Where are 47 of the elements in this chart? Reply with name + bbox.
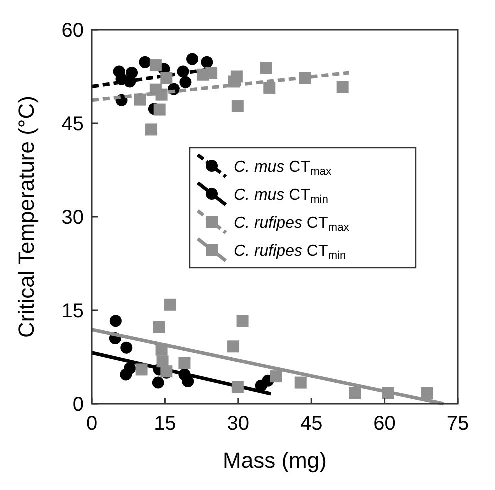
point	[232, 381, 244, 394]
point	[201, 56, 214, 68]
point	[336, 81, 349, 94]
point	[150, 60, 162, 72]
point	[270, 370, 282, 383]
point	[421, 387, 434, 400]
point	[120, 342, 133, 354]
point	[152, 376, 164, 389]
point	[349, 387, 362, 400]
legend-label: C. rufipes CT$_{min}$	[234, 243, 346, 262]
x-tick-label: 15	[154, 413, 176, 435]
point	[110, 315, 122, 328]
point	[228, 340, 240, 353]
point	[154, 104, 166, 116]
x-tick-label: 75	[446, 413, 470, 435]
point	[124, 362, 136, 374]
point	[160, 72, 173, 84]
point	[186, 53, 199, 66]
legend-label: C. mus CT$_{max}$	[234, 159, 332, 178]
point	[230, 70, 243, 83]
x-tick-label: 45	[300, 413, 323, 435]
x-axis-title: Mass (mg)	[223, 448, 327, 473]
x-tick-label: 30	[227, 413, 250, 435]
legend-label: C. rufipes CT$_{max}$	[234, 215, 350, 234]
x-tick-label: 60	[374, 413, 396, 435]
point	[139, 56, 152, 68]
y-tick-label: 30	[62, 207, 84, 229]
point	[236, 315, 249, 328]
point	[182, 376, 194, 388]
legend-label: C. mus CT$_{min}$	[234, 187, 328, 206]
point	[146, 124, 158, 136]
point	[180, 76, 192, 88]
point	[153, 321, 166, 334]
point	[264, 82, 276, 94]
y-tick-label: 45	[62, 114, 84, 136]
point	[164, 298, 176, 311]
point	[294, 376, 307, 389]
x-tick-label: 0	[86, 413, 98, 435]
y-tick-label: 15	[62, 300, 84, 322]
point	[197, 68, 210, 81]
y-tick-label: 60	[62, 20, 84, 42]
point	[178, 357, 191, 370]
y-tick-label: 0	[72, 394, 84, 416]
point	[232, 100, 244, 112]
y-axis-title: Critical Temperature (°C)	[14, 96, 39, 338]
point	[260, 62, 272, 74]
point	[136, 364, 148, 376]
